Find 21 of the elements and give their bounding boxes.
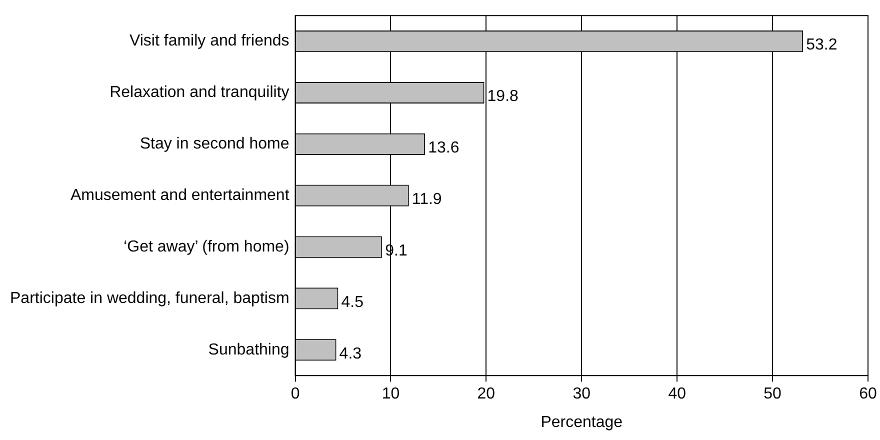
x-tick-label: 30 [572, 386, 591, 403]
data-label: 4.5 [341, 294, 364, 311]
x-tick-label: 10 [382, 386, 400, 403]
x-tick-label: 0 [290, 386, 300, 403]
x-axis-title: Percentage [540, 414, 623, 431]
y-tick-label: Relaxation and tranquility [110, 84, 290, 102]
data-label: 11.9 [412, 191, 442, 208]
x-tick-label: 40 [668, 386, 686, 403]
x-tick-label: 20 [477, 386, 496, 403]
y-tick-label: Participate in wedding, funeral, baptism [10, 290, 290, 307]
data-label: 4.3 [339, 345, 362, 362]
y-tick-label: Amusement and entertainment [70, 187, 290, 204]
y-tick-label: ‘Get away’ (from home) [124, 238, 290, 256]
data-label: 53.2 [806, 36, 838, 54]
x-tick-label: 50 [764, 386, 782, 403]
y-tick-label: Sunbathing [208, 341, 290, 358]
x-tick-label: 60 [859, 386, 877, 403]
y-tick-label: Visit family and friends [129, 32, 290, 50]
data-label: 19.8 [487, 88, 519, 106]
data-label: 13.6 [428, 140, 460, 157]
y-tick-label: Stay in second home [140, 136, 290, 153]
